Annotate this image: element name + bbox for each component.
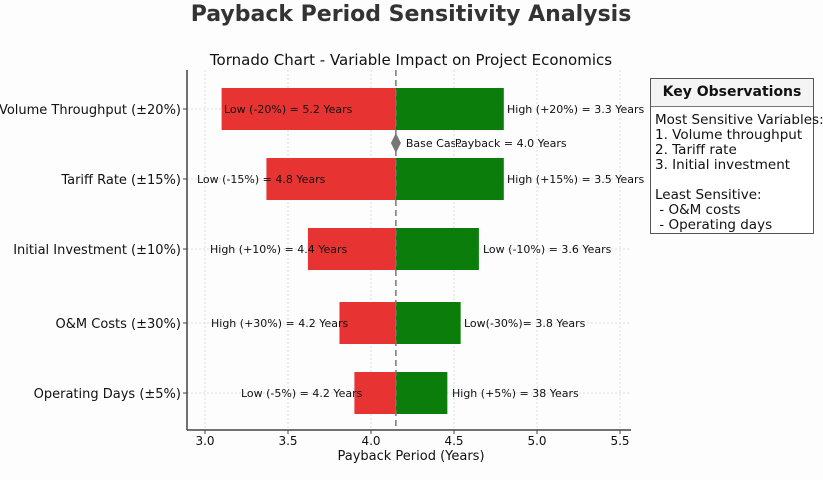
observation-line: 3. Initial investment [655,157,791,173]
bar-left-label: High (+30%) = 4.2 Years [211,317,349,330]
bar-right-label: Low (-10%) = 3.6 Years [483,243,612,256]
observation-line: 2. Tariff rate [655,142,737,158]
bar-left [339,302,396,344]
bar-right [395,228,479,270]
bar-left [354,372,396,414]
bar-right [395,372,448,414]
bar-left-label: Low (-5%) = 4.2 Years [241,387,363,400]
bar-right-label: High (+15%) = 3.5 Years [507,173,645,186]
x-tick-label: 3.5 [278,434,297,448]
observation-line: Most Sensitive Variables: [655,112,823,128]
y-tick-label: Operating Days (±5%) [34,387,181,402]
y-tick-label: Initial Investment (±10%) [13,243,181,258]
bar-right [395,88,504,130]
x-axis-label: Payback Period (Years) [337,449,484,464]
base-case-label: Base Case [406,137,463,150]
x-tick-label: 3.0 [195,434,214,448]
bar-left-label: High (+10%) = 4.4 Years [210,243,348,256]
observation-line: - O&M costs [655,202,741,218]
bar-left-label: Low (-20%) = 5.2 Years [224,103,353,116]
bar-left [307,228,396,270]
y-tick-label: Tariff Rate (±15%) [60,173,181,188]
bars: Low (-20%) = 5.2 Years High (+20%) = 3.3 … [197,70,645,430]
axes: 3.0 3.5 4.0 4.5 5.0 5.5 Volume Throughput (±20… [0,70,631,448]
base-case-marker [390,133,401,153]
x-tick-label: 5.5 [610,434,629,448]
bar-right-label: Low(-30%)= 3.8 Years [464,317,586,330]
bar-left [221,88,396,130]
x-tick-label: 4.5 [444,434,463,448]
observation-line [655,173,813,188]
y-tick-label: O&M Costs (±30%) [56,317,181,332]
observation-line: 1. Volume throughput [655,127,803,143]
chart-title: Payback Period Sensitivity Analysis [191,2,632,27]
bar-right [395,158,504,200]
x-tick-label: 4.0 [361,434,380,448]
bar-right-label: High (+20%) = 3.3 Years [507,103,645,116]
key-observations-box: Key Observations Most Sensitive Variable… [650,78,823,234]
observations-body: Most Sensitive Variables: 1. Volume throu… [651,107,823,233]
x-tick-label: 5.0 [527,434,546,448]
y-tick-label: Volume Throughput (±20%) [0,103,181,118]
observations-title: Key Observations [651,79,813,107]
bar-right [395,302,461,344]
observation-line: - Operating days [655,217,773,233]
bar-left [266,158,396,200]
bar-right-label: High (+5%) = 38 Years [452,387,579,400]
observation-line: Least Sensitive: [655,187,762,203]
bar-left-label: Low (-15%) = 4.8 Years [197,173,326,186]
chart-subtitle: Tornado Chart - Variable Impact on Proje… [209,51,612,69]
base-payback-label: Payback = 4.0 Years [455,137,567,150]
